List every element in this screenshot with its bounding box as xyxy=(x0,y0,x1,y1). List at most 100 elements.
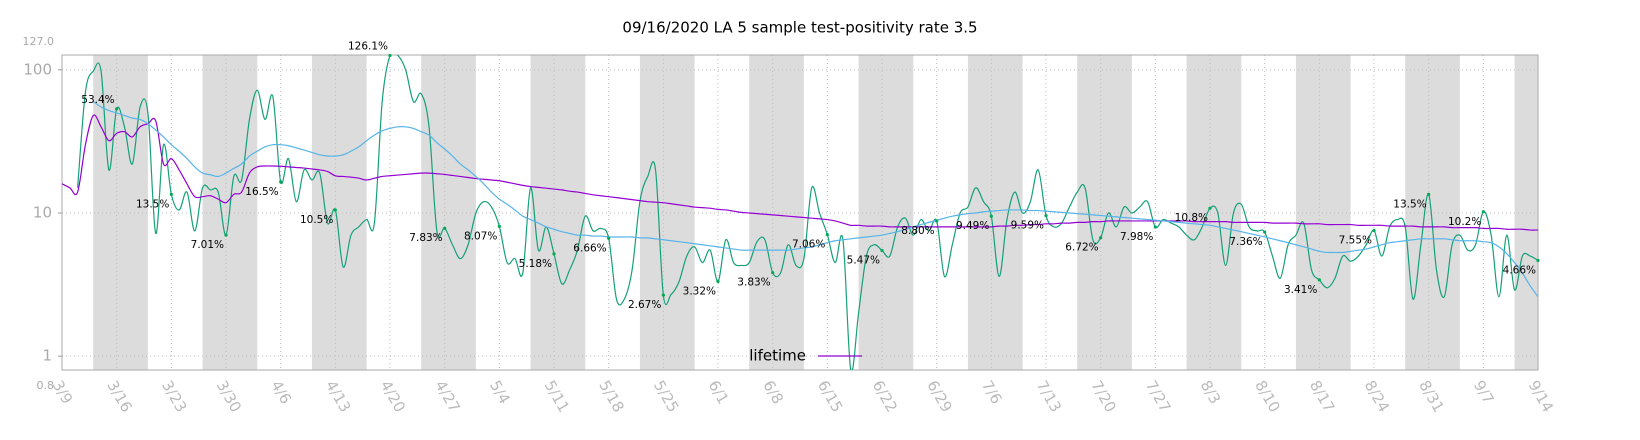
annotation-dot xyxy=(1153,225,1157,229)
annotation-dot xyxy=(1372,228,1376,233)
x-tick-label: 4/13 xyxy=(322,377,354,415)
y-tick-label: 1 xyxy=(42,347,52,365)
annotation-label: 53.4% xyxy=(81,94,114,106)
x-tick-label: 7/6 xyxy=(978,377,1006,407)
annotation-dot xyxy=(1099,236,1103,240)
annotation-label: 3.32% xyxy=(683,286,716,298)
x-tick-label: 6/29 xyxy=(923,377,955,415)
annotation-label: 3.83% xyxy=(737,277,770,289)
annotation-dot xyxy=(224,233,228,237)
x-tick-label: 6/1 xyxy=(705,377,733,407)
y-limit-label: 127.0 xyxy=(23,35,55,48)
annotation-label: 5.18% xyxy=(519,258,552,270)
annotation-label: 2.67% xyxy=(628,299,661,311)
x-tick-label: 7/27 xyxy=(1142,377,1174,415)
y-tick-label: 10 xyxy=(33,203,52,221)
chart-title: 09/16/2020 LA 5 sample test-positivity r… xyxy=(622,19,977,37)
x-tick-label: 7/13 xyxy=(1033,377,1065,415)
annotation-dot xyxy=(1427,192,1431,196)
annotation-label: 7.55% xyxy=(1339,234,1372,246)
x-tick-label: 7/20 xyxy=(1087,377,1119,415)
week-band xyxy=(311,55,367,370)
annotation-dot xyxy=(279,180,283,184)
annotation-label: 13.5% xyxy=(136,198,169,210)
legend-label: lifetime xyxy=(749,347,806,365)
x-tick-label: 8/24 xyxy=(1361,377,1393,415)
x-tick-label: 5/4 xyxy=(486,377,514,407)
annotation-label: 10.8% xyxy=(1175,212,1208,224)
x-tick-label: 6/8 xyxy=(759,377,787,407)
x-tick-label: 8/31 xyxy=(1415,377,1447,415)
annotation-dot xyxy=(1536,258,1540,263)
week-band xyxy=(1295,55,1351,370)
x-tick-label: 5/18 xyxy=(595,377,627,415)
week-band xyxy=(1405,55,1460,370)
week-band xyxy=(421,55,476,370)
annotation-dot xyxy=(1317,278,1321,282)
week-band xyxy=(749,55,804,370)
annotation-dot xyxy=(771,271,775,275)
x-tick-label: 5/11 xyxy=(541,377,573,415)
annotation-dot xyxy=(115,107,119,111)
x-tick-label: 8/17 xyxy=(1306,377,1338,415)
annotation-label: 7.98% xyxy=(1120,231,1153,243)
annotation-label: 7.83% xyxy=(409,232,442,244)
annotation-label: 10.5% xyxy=(300,214,333,226)
x-tick-label: 6/15 xyxy=(814,377,846,415)
annotation-dot xyxy=(1263,230,1267,234)
annotation-label: 7.36% xyxy=(1229,236,1262,248)
series-line xyxy=(62,114,1538,231)
series-line xyxy=(92,101,1538,298)
annotation-label: 5.47% xyxy=(847,254,880,266)
annotation-label: 126.1% xyxy=(348,40,388,52)
annotation-dot xyxy=(1208,206,1212,210)
annotation-label: 9.59% xyxy=(1011,220,1044,232)
annotation-label: 10.2% xyxy=(1448,216,1481,228)
annotation-dot xyxy=(825,233,829,237)
annotation-dot xyxy=(716,279,720,284)
annotation-dot xyxy=(497,224,501,228)
annotation-label: 6.72% xyxy=(1065,242,1098,254)
annotation-dot xyxy=(552,252,556,256)
x-tick-label: 8/3 xyxy=(1197,377,1225,407)
annotation-label: 6.66% xyxy=(573,242,606,254)
annotation-label: 8.80% xyxy=(901,225,934,237)
x-tick-label: 9/14 xyxy=(1525,377,1557,415)
week-band xyxy=(530,55,586,370)
annotation-dot xyxy=(880,248,884,253)
annotation-dot xyxy=(1044,213,1048,218)
x-tick-label: 8/10 xyxy=(1251,377,1283,415)
week-band xyxy=(1077,55,1132,370)
annotation-label: 3.41% xyxy=(1284,284,1317,296)
annotation-dot xyxy=(1481,210,1485,214)
x-tick-label: 6/22 xyxy=(869,377,901,415)
week-band xyxy=(858,55,914,370)
annotation-dot xyxy=(169,192,173,196)
annotation-dot xyxy=(989,214,993,218)
annotation-dot xyxy=(661,293,665,297)
annotation-dot xyxy=(333,208,337,212)
x-tick-label: 3/16 xyxy=(103,377,135,415)
x-tick-label: 3/23 xyxy=(158,377,190,415)
series-line xyxy=(77,55,1538,370)
annotation-label: 9.49% xyxy=(956,220,989,232)
annotation-dot xyxy=(443,226,447,230)
annotation-dot xyxy=(607,236,611,240)
x-tick-label: 4/27 xyxy=(431,377,463,415)
plot-frame xyxy=(61,54,1539,371)
week-band xyxy=(639,55,695,370)
annotation-label: 7.06% xyxy=(792,239,825,251)
y-tick-label: 100 xyxy=(23,60,52,78)
annotation-label: 16.5% xyxy=(245,186,278,198)
annotation-label: 4.66% xyxy=(1503,264,1536,276)
week-band xyxy=(1186,55,1242,370)
annotation-dot xyxy=(388,53,392,58)
annotation-label: 7.01% xyxy=(191,239,224,251)
annotation-label: 13.5% xyxy=(1393,198,1426,210)
x-tick-label: 4/6 xyxy=(267,377,295,407)
x-tick-label: 9/7 xyxy=(1470,377,1498,407)
plot-area xyxy=(62,55,1538,370)
y-limit-label: 0.8 xyxy=(37,379,55,392)
x-tick-label: 3/30 xyxy=(213,377,245,415)
